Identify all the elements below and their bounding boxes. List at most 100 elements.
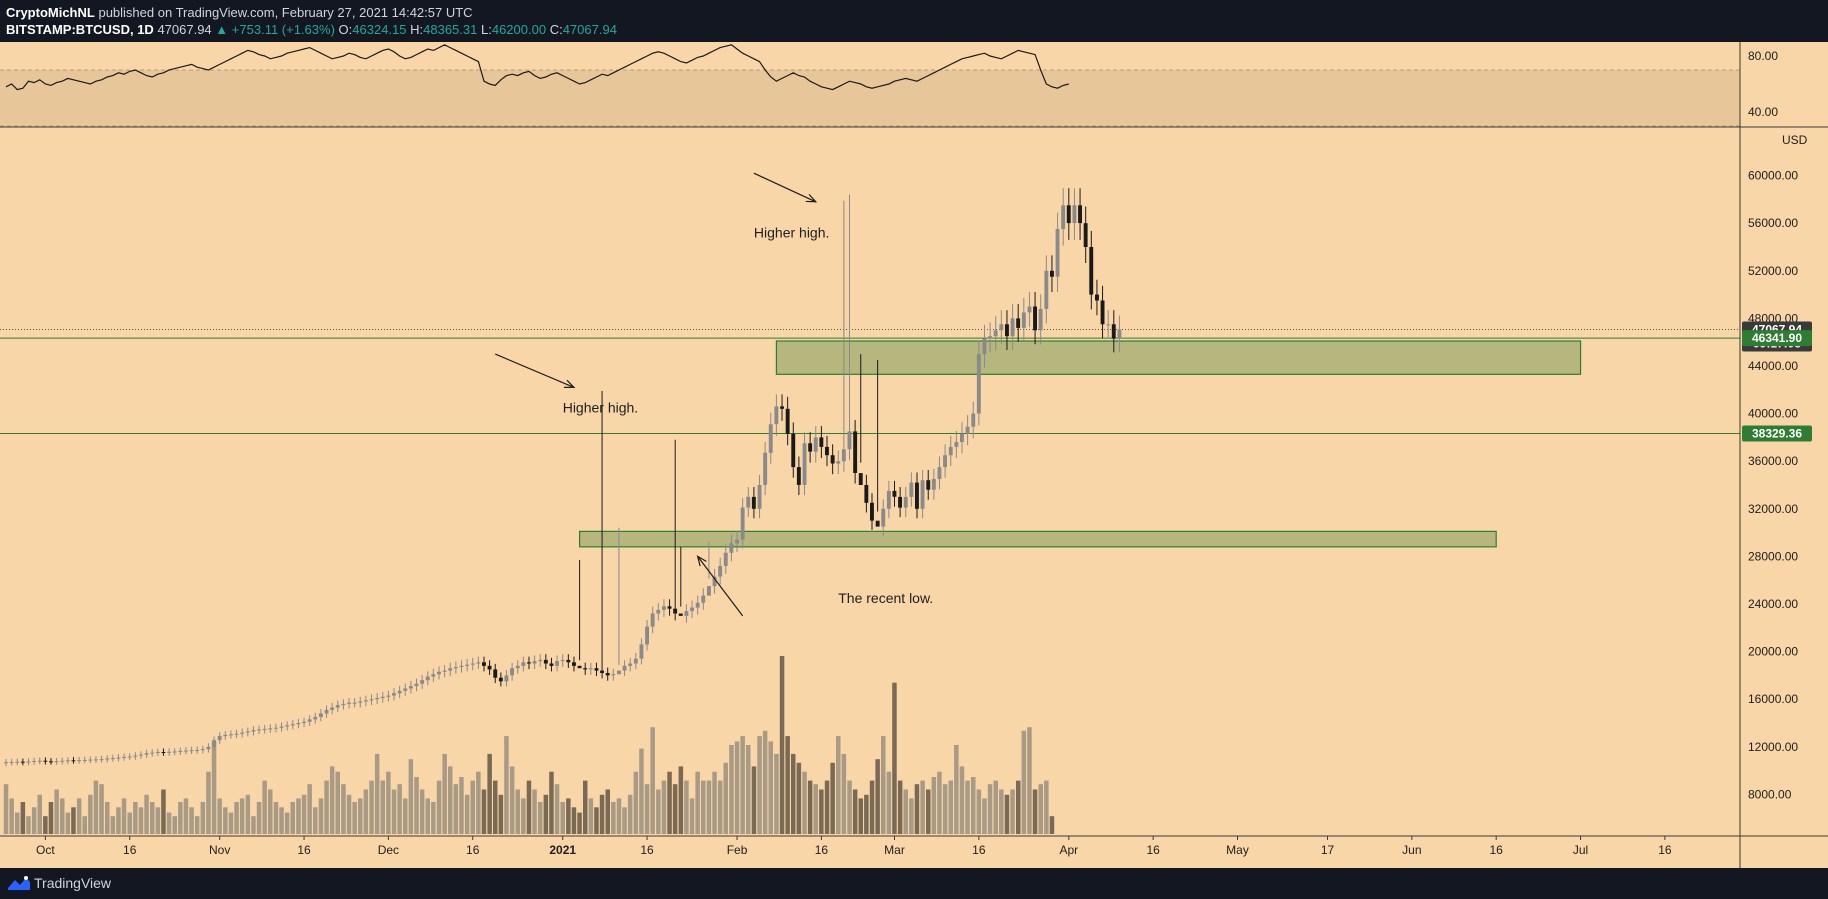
candle-body xyxy=(735,539,739,544)
volume-bar xyxy=(1049,816,1055,834)
candle-body xyxy=(161,752,166,753)
volume-bar xyxy=(779,656,785,834)
candle-body xyxy=(594,668,599,671)
volume-bar xyxy=(717,780,723,834)
author-name[interactable]: CryptoMichNL xyxy=(6,5,95,20)
x-tick-label: Jun xyxy=(1402,843,1421,857)
volume-bar xyxy=(133,802,138,834)
volume-bar xyxy=(852,789,858,834)
volume-bar xyxy=(150,802,155,834)
candle-body xyxy=(723,552,728,566)
annotations: Higher high. Higher high. The recent low. xyxy=(494,172,933,617)
candle-body xyxy=(82,760,87,761)
y-tick-label: 60000.00 xyxy=(1748,169,1798,183)
volume-bar xyxy=(71,807,76,834)
volume-bar xyxy=(515,789,520,834)
candle-body xyxy=(442,670,447,672)
volume-bar xyxy=(566,798,571,834)
volume-bar xyxy=(971,777,976,834)
candle-body xyxy=(886,490,891,509)
candle-body xyxy=(37,760,42,762)
candle-body xyxy=(785,408,790,434)
volume-bar xyxy=(897,780,903,834)
volume-bar xyxy=(594,807,599,834)
candle-body xyxy=(1010,318,1015,337)
candle-body xyxy=(324,709,329,714)
change-up-icon: ▲ xyxy=(215,22,229,37)
candle-body xyxy=(543,659,548,664)
volume-bar xyxy=(577,812,582,834)
volume-bar xyxy=(155,807,161,834)
candle-body xyxy=(217,736,222,741)
volume-bar xyxy=(121,798,127,834)
volume-bar xyxy=(470,780,475,834)
candle-body xyxy=(808,443,813,452)
candle-body xyxy=(262,728,267,730)
volume-bar xyxy=(262,780,267,834)
volume-bar xyxy=(622,807,627,834)
candle-body xyxy=(920,480,925,509)
price-tag-3 xyxy=(1742,425,1812,442)
candle-body xyxy=(1061,205,1066,230)
rsi-line xyxy=(5,44,1069,91)
volume-bar xyxy=(819,789,824,834)
volume-bar xyxy=(869,780,875,834)
candle-body xyxy=(290,724,295,726)
volume-bar xyxy=(532,789,537,834)
tradingview-brand[interactable]: TradingView xyxy=(34,875,112,891)
volume-bar xyxy=(701,780,706,834)
candle-body xyxy=(729,543,734,553)
symbol-label[interactable]: BITSTAMP:BTCUSD, 1D xyxy=(6,22,154,37)
volume-bar xyxy=(127,812,132,834)
volume-bar xyxy=(493,780,498,834)
candle-body xyxy=(515,665,520,669)
volume-bar xyxy=(161,789,166,834)
volume-bar xyxy=(543,794,549,834)
volume-bar xyxy=(791,753,796,834)
volume-bar xyxy=(903,789,908,834)
candle-body xyxy=(903,496,908,508)
candle-body xyxy=(1050,270,1054,277)
volume-bar xyxy=(251,816,256,834)
volume-bar xyxy=(948,780,953,834)
candle-body xyxy=(375,698,380,700)
y-tick-label: 12000.00 xyxy=(1748,740,1798,754)
volume-bar xyxy=(414,777,419,834)
candle-body xyxy=(1021,312,1026,328)
x-tick-label: 16 xyxy=(815,843,829,857)
volume-bar xyxy=(1010,789,1015,834)
y-tick-label: 20000.00 xyxy=(1748,645,1798,659)
high-value: 48365.31 xyxy=(423,22,478,37)
candle-body xyxy=(330,707,335,710)
volume-bar xyxy=(678,766,684,834)
candle-body xyxy=(527,662,531,664)
volume-bar xyxy=(768,741,773,834)
candle-body xyxy=(139,754,143,756)
candle-body xyxy=(1033,306,1037,331)
y-tick-label: 32000.00 xyxy=(1748,502,1798,516)
volume-bar xyxy=(605,789,610,834)
x-tick-label: May xyxy=(1226,843,1249,857)
candle-body xyxy=(116,757,121,759)
volume-bar xyxy=(60,798,65,834)
volume-bars xyxy=(3,656,1055,834)
volume-bar xyxy=(352,802,357,834)
volume-bar xyxy=(408,759,414,834)
rsi-tick-label: 40.00 xyxy=(1748,105,1778,119)
candle-body xyxy=(701,595,706,603)
candle-body xyxy=(358,701,363,703)
volume-bar xyxy=(774,753,779,834)
candle-body xyxy=(184,750,188,752)
volume-bar xyxy=(959,766,965,834)
volume-bar xyxy=(363,789,369,834)
candle-body xyxy=(909,482,914,497)
annotation-text-1: Higher high. xyxy=(563,399,639,415)
volume-bar xyxy=(487,753,492,834)
volume-bar xyxy=(695,771,700,834)
candle-body xyxy=(560,659,565,662)
candle-body xyxy=(105,758,110,760)
candle-body xyxy=(763,452,768,485)
y-tick-label: 28000.00 xyxy=(1748,549,1798,563)
candle-body xyxy=(251,730,256,732)
